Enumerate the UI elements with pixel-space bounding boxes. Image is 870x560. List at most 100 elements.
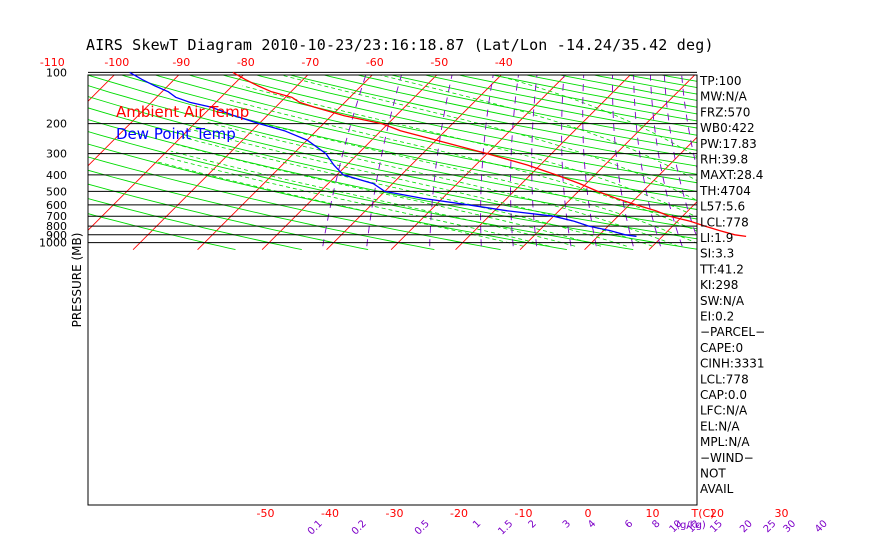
mixing-ratio-line <box>480 75 494 247</box>
pressure-tick-label: 600 <box>46 199 67 212</box>
dry-adiabat <box>356 75 697 144</box>
mixing-ratio-line <box>663 75 697 239</box>
dry-adiabat <box>153 75 697 192</box>
isotherm <box>455 75 631 250</box>
top-temperature-tick: -40 <box>495 56 513 69</box>
pressure-tick-label: 800 <box>46 220 67 233</box>
isotherm <box>197 75 373 250</box>
mixing-ratio-line <box>561 75 572 247</box>
isotherm <box>261 75 438 250</box>
chart-title: AIRS SkewT Diagram 2010-10-23/23:16:18.8… <box>86 36 714 54</box>
index-value: WB0:422 <box>700 121 755 135</box>
moist-adiabat <box>189 128 653 247</box>
moist-adiabat <box>156 161 524 247</box>
pressure-tick-label: 500 <box>46 185 67 198</box>
mixing-ratio-label: 2 <box>527 518 539 530</box>
pressure-tick-label: 700 <box>46 210 67 223</box>
top-temperature-tick: -80 <box>237 56 255 69</box>
index-value: SI:3.3 <box>700 247 734 261</box>
pressure-tick-label: 300 <box>46 148 67 161</box>
mixing-ratio-label: 3 <box>561 518 573 530</box>
temperature-profile-line <box>232 71 747 238</box>
dry-adiabat <box>187 75 697 184</box>
mixing-ratio-label: 40 <box>813 518 830 535</box>
top-temperature-tick: -110 <box>40 56 65 69</box>
dry-adiabat <box>88 131 634 251</box>
dry-adiabat <box>88 169 435 251</box>
mixing-ratio-line <box>510 75 519 247</box>
index-value: CAP:0.0 <box>700 388 747 402</box>
index-value: EI:0.2 <box>700 310 734 324</box>
index-value: LCL:778 <box>700 372 749 386</box>
isotherm <box>843 56 870 250</box>
dry-adiabat <box>88 85 697 220</box>
index-value: TH:4704 <box>699 184 751 198</box>
top-temperature-tick: -90 <box>172 56 190 69</box>
mixing-ratio-label: 0.2 <box>350 518 369 537</box>
moist-adiabat <box>176 144 601 247</box>
dry-adiabat <box>88 107 697 240</box>
index-value: MW:N/A <box>700 90 748 104</box>
index-value: PW:17.83 <box>700 137 757 151</box>
moist-adiabat <box>279 75 697 201</box>
bottom-temperature-tick: 30 <box>775 507 789 520</box>
index-value: EL:N/A <box>700 419 740 433</box>
moist-adiabat <box>170 150 576 247</box>
index-value: LFC:N/A <box>700 404 748 418</box>
mixing-ratio-line <box>612 75 634 247</box>
legend-entry: Ambient Air Temp <box>116 103 249 121</box>
y-axis-label: PRESSURE (MB) <box>70 233 84 328</box>
isotherm <box>648 201 697 250</box>
top-temperature-tick: -100 <box>104 56 129 69</box>
mixing-ratio-label: 30 <box>781 518 798 535</box>
dry-adiabat <box>322 75 697 151</box>
top-temperature-tick: -70 <box>301 56 319 69</box>
moist-adiabat <box>165 156 550 247</box>
bottom-temperature-tick: -40 <box>321 507 339 520</box>
mixing-ratio-label: 20 <box>738 518 755 535</box>
mixing-ratio-label: 6 <box>623 518 635 530</box>
dry-adiabat <box>88 156 501 251</box>
pressure-tick-label: 100 <box>46 66 67 79</box>
index-value: FRZ:570 <box>700 105 750 119</box>
index-value: L57:5.6 <box>700 200 745 214</box>
dry-adiabat <box>88 213 236 251</box>
plot-frame <box>87 74 698 506</box>
isotherm <box>778 56 870 250</box>
mixing-ratio-label: 1 <box>471 518 483 530</box>
bottom-temperature-tick: 10 <box>646 507 660 520</box>
mixing-ratio-line <box>322 75 367 247</box>
mixing-ratio-line <box>681 75 697 170</box>
mixing-ratio-label: 1.5 <box>496 518 515 537</box>
mixing-ratio-unit-label: (g/kg) <box>676 520 706 531</box>
bottom-temperature-tick: 20 <box>710 507 724 520</box>
dry-adiabat <box>490 75 697 115</box>
legend-entry: Dew Point Temp <box>116 125 236 143</box>
pressure-tick-label: 1000 <box>39 237 67 250</box>
index-value: CINH:3331 <box>700 357 765 371</box>
dry-adiabat <box>88 183 369 251</box>
bottom-temperature-tick: -50 <box>257 507 275 520</box>
pressure-tick-label: 400 <box>46 169 67 182</box>
pressure-tick-label: 200 <box>46 118 67 131</box>
moist-adiabat <box>242 85 697 218</box>
moist-adiabat <box>204 121 679 247</box>
mixing-ratio-line <box>531 75 538 247</box>
dry-adiabat <box>254 75 697 167</box>
isotherm <box>88 75 115 102</box>
dewpoint-profile-line <box>129 71 637 238</box>
bottom-temperature-tick: -30 <box>386 507 404 520</box>
mixing-ratio-line <box>366 75 402 247</box>
dry-adiabat <box>221 75 697 175</box>
bottom-temperature-tick: -10 <box>515 507 533 520</box>
mixing-ratio-label: 0.5 <box>413 518 432 537</box>
mixing-ratio-label: 8 <box>650 518 662 530</box>
isotherm <box>519 75 696 250</box>
index-value: CAPE:0 <box>700 341 743 355</box>
isotherm <box>132 75 309 250</box>
mixing-ratio-line <box>429 75 453 247</box>
mixing-ratio-label: 15 <box>708 518 725 535</box>
pressure-tick-label: 900 <box>46 229 67 242</box>
mixing-ratio-line <box>582 75 597 247</box>
